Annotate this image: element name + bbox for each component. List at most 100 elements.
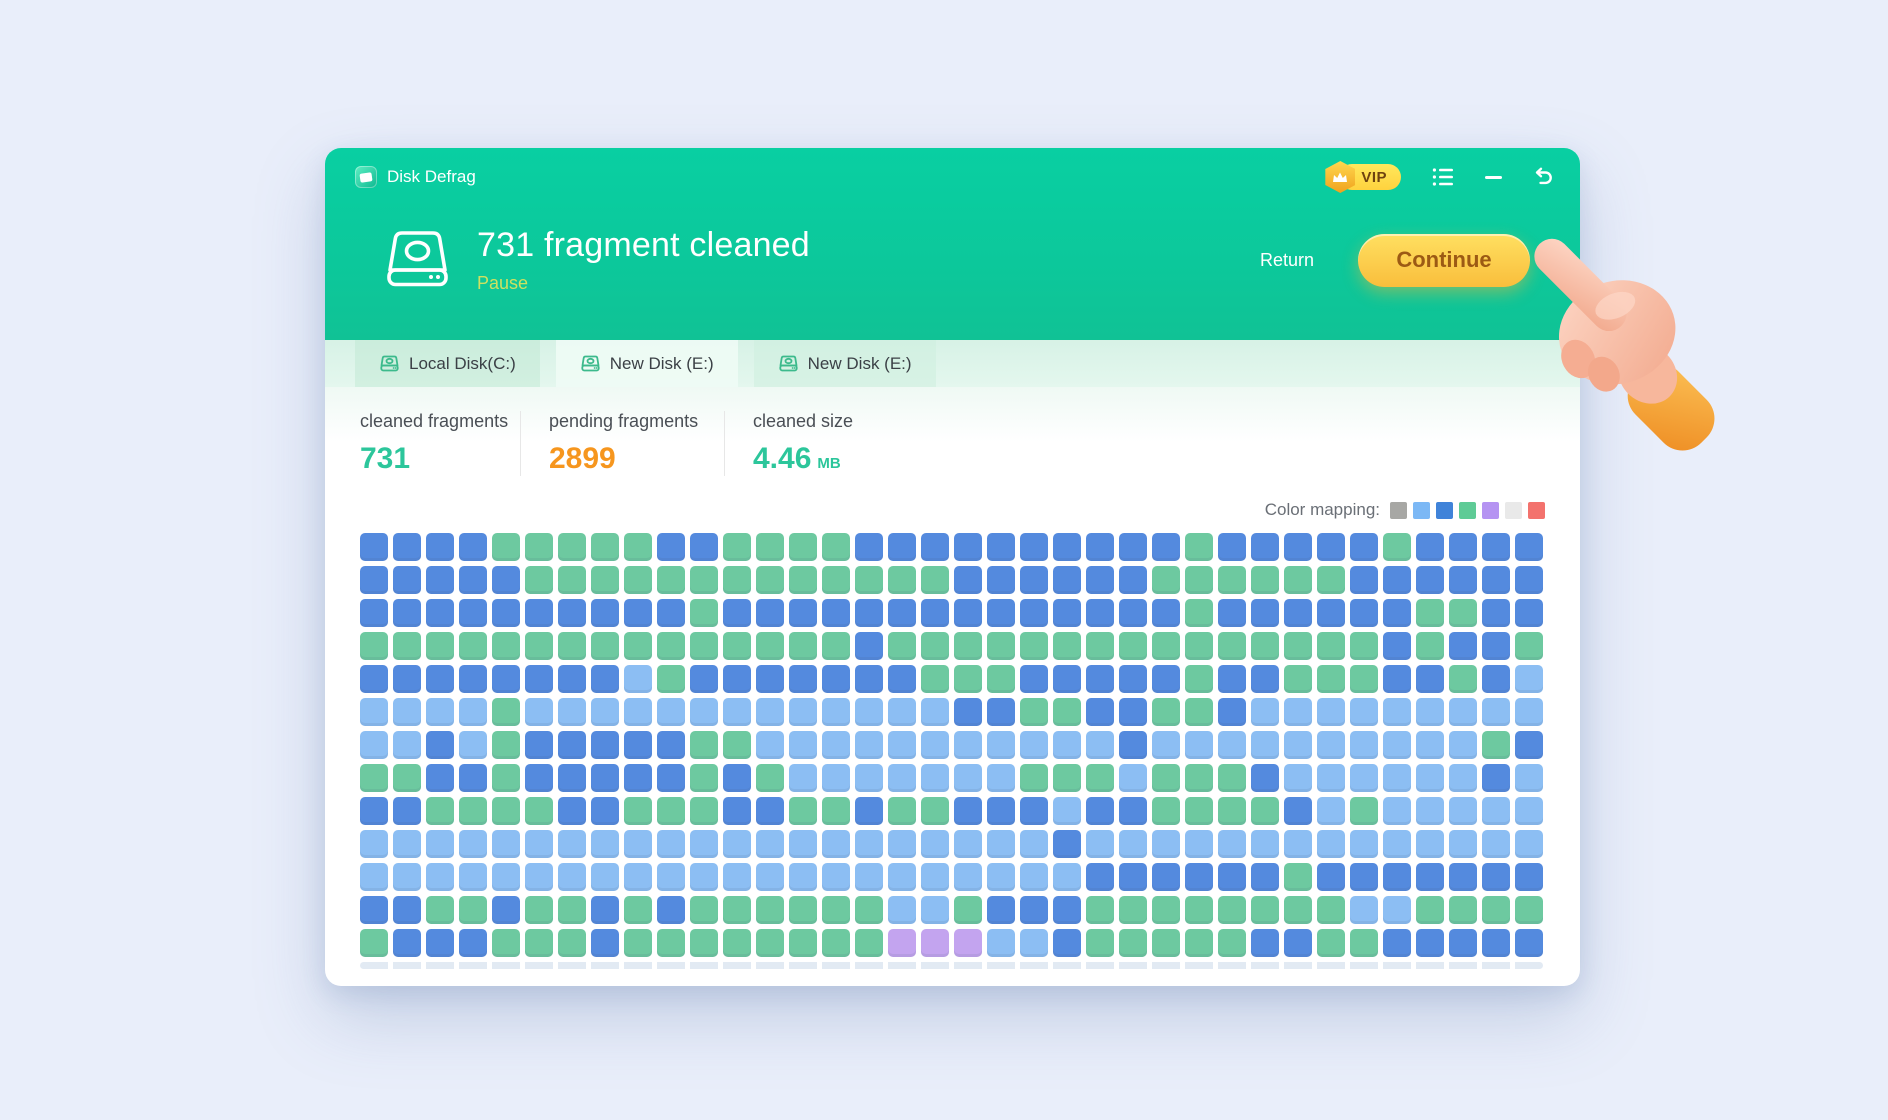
block-cell: [921, 566, 949, 594]
block-cell: [888, 665, 916, 693]
block-cell: [1383, 533, 1411, 561]
block-cell: [1383, 566, 1411, 594]
block-cell: [921, 533, 949, 561]
block-cell: [987, 797, 1015, 825]
block-cell: [624, 896, 652, 924]
block-cell: [954, 863, 982, 891]
block-cell: [921, 863, 949, 891]
page-title: 731 fragment cleaned: [477, 226, 810, 264]
block-cell: [1020, 929, 1048, 957]
block-cell: [558, 533, 586, 561]
block-cell: [888, 599, 916, 627]
block-cell: [789, 665, 817, 693]
block-cell: [360, 599, 388, 627]
block-cell: [987, 929, 1015, 957]
block-cell: [1449, 599, 1477, 627]
block-cell: [1482, 863, 1510, 891]
block-cell: [591, 533, 619, 561]
continue-button[interactable]: Continue: [1358, 233, 1530, 287]
block-cell: [1482, 632, 1510, 660]
block-cell: [690, 896, 718, 924]
block-cell: [1053, 632, 1081, 660]
block-cell: [1185, 764, 1213, 792]
block-cell: [1251, 566, 1279, 594]
block-cell: [855, 929, 883, 957]
block-cell: [624, 764, 652, 792]
block-cell: [855, 566, 883, 594]
block-cell: [393, 896, 421, 924]
block-cell: [426, 599, 454, 627]
block-cell: [1218, 599, 1246, 627]
return-link[interactable]: Return: [1259, 249, 1314, 270]
block-cell: [393, 665, 421, 693]
block-cell: [690, 698, 718, 726]
block-cell: [1317, 830, 1345, 858]
block-cell: [1185, 731, 1213, 759]
block-cell: [789, 797, 817, 825]
block-cell: [360, 830, 388, 858]
block-cell: [558, 863, 586, 891]
block-cell: [459, 830, 487, 858]
block-cell: [1416, 599, 1444, 627]
tab-local-disk-c[interactable]: Local Disk(C:): [355, 340, 540, 387]
block-cell: [1416, 698, 1444, 726]
block-cell: [1020, 797, 1048, 825]
block-cell: [1317, 764, 1345, 792]
pause-link[interactable]: Pause: [477, 273, 529, 293]
stat-value: 2899: [549, 442, 616, 475]
block-cell: [1020, 830, 1048, 858]
block-cell: [1218, 863, 1246, 891]
tab-new-disk-e-1[interactable]: New Disk (E:): [555, 340, 738, 387]
minimize-button[interactable]: [1485, 175, 1502, 179]
block-cell: [756, 599, 784, 627]
block-cell: [1284, 665, 1312, 693]
block-cell: [558, 632, 586, 660]
block-cell: [360, 896, 388, 924]
block-cell: [426, 698, 454, 726]
block-cell: [1185, 698, 1213, 726]
block-cell: [591, 797, 619, 825]
window-header: Disk Defrag VIP: [325, 148, 1580, 340]
block-cell: [393, 566, 421, 594]
block-cell: [1185, 665, 1213, 693]
block-cell: [1515, 764, 1543, 792]
block-cell: [756, 896, 784, 924]
block-cell: [1515, 632, 1543, 660]
block-cell: [426, 830, 454, 858]
block-cell: [657, 929, 685, 957]
block-cell: [1383, 863, 1411, 891]
titlebar-controls: VIP: [1325, 161, 1554, 193]
block-cell: [690, 665, 718, 693]
block-cell: [1152, 929, 1180, 957]
block-cell: [1119, 797, 1147, 825]
undo-button[interactable]: [1532, 166, 1554, 188]
block-cell: [789, 863, 817, 891]
block-cell: [1284, 764, 1312, 792]
block-cell: [1251, 896, 1279, 924]
block-cell: [393, 632, 421, 660]
tab-new-disk-e-2[interactable]: New Disk (E:): [753, 340, 936, 387]
block-cell: [855, 632, 883, 660]
tab-label: Local Disk(C:): [409, 353, 516, 373]
block-cell: [525, 665, 553, 693]
vip-button[interactable]: VIP: [1325, 161, 1401, 193]
block-cell: [1086, 599, 1114, 627]
block-cell: [1416, 797, 1444, 825]
minimize-icon: [1485, 175, 1502, 179]
block-cell: [888, 533, 916, 561]
titlebar: Disk Defrag VIP: [355, 161, 1554, 193]
block-cell: [1317, 599, 1345, 627]
list-view-button[interactable]: [1431, 166, 1455, 188]
block-cell: [756, 698, 784, 726]
block-cell: [393, 863, 421, 891]
block-cell: [459, 797, 487, 825]
block-cell: [1482, 764, 1510, 792]
block-cell: [1284, 566, 1312, 594]
block-cell: [723, 665, 751, 693]
block-cell: [558, 830, 586, 858]
block-cell: [492, 566, 520, 594]
block-cell: [888, 830, 916, 858]
block-cell: [1020, 566, 1048, 594]
block-cell: [1218, 929, 1246, 957]
block-cell: [657, 830, 685, 858]
